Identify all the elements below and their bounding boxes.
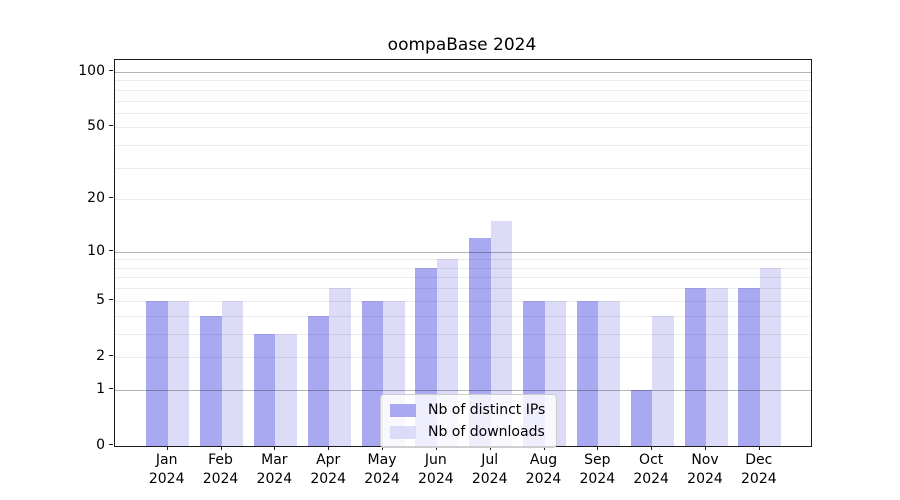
y-tick-label-2: 2 xyxy=(96,347,105,364)
x-tick-mark-dec xyxy=(758,446,760,450)
bar-nov-distinct-ips xyxy=(684,288,706,446)
x-tick-mark-may xyxy=(382,446,384,450)
bar-jan-downloads xyxy=(167,300,190,446)
x-tick-label-oct: Oct 2024 xyxy=(633,452,669,487)
x-tick-label-jan: Jan 2024 xyxy=(148,452,185,487)
legend-entry-distinct-ips: Nb of distinct IPs xyxy=(390,401,545,419)
x-tick-label-dec: Dec 2024 xyxy=(741,452,777,487)
bar-dec-downloads xyxy=(759,267,782,446)
x-tick-label-apr: Apr 2024 xyxy=(310,452,346,487)
gridline-y-10 xyxy=(115,251,811,253)
legend-swatch-downloads xyxy=(390,425,416,439)
bar-apr-downloads xyxy=(329,288,351,446)
bar-apr-distinct-ips xyxy=(307,315,330,446)
x-tick-mark-oct xyxy=(651,446,653,450)
bar-feb-distinct-ips xyxy=(200,315,222,446)
legend-label-distinct-ips: Nb of distinct IPs xyxy=(428,402,546,418)
x-tick-mark-feb xyxy=(220,446,222,450)
x-tick-mark-apr xyxy=(328,446,330,450)
y-tick-mark-5 xyxy=(109,298,113,300)
y-tick-label-20: 20 xyxy=(87,190,105,207)
gridline-y-100 xyxy=(115,72,811,73)
x-tick-label-mar: Mar 2024 xyxy=(256,452,293,487)
gridline-y-80 xyxy=(115,89,811,91)
x-tick-label-nov: Nov 2024 xyxy=(687,452,723,487)
bar-jan-distinct-ips xyxy=(146,300,168,446)
chart-title: oompaBase 2024 xyxy=(387,35,537,55)
gridline-y-50 xyxy=(115,127,811,129)
gridline-y-8 xyxy=(115,267,811,269)
x-tick-label-feb: Feb 2024 xyxy=(202,452,239,487)
legend-entry-downloads: Nb of downloads xyxy=(390,423,545,441)
y-tick-label-100: 100 xyxy=(78,63,105,79)
gridline-y-70 xyxy=(115,100,811,102)
y-tick-mark-10 xyxy=(109,249,113,251)
y-tick-label-0: 0 xyxy=(96,437,105,453)
plot-area: Nb of distinct IPs Nb of downloads xyxy=(114,59,812,448)
gridline-y-7 xyxy=(115,277,811,279)
bar-feb-downloads xyxy=(221,300,244,446)
y-tick-label-50: 50 xyxy=(87,118,105,135)
bar-sep-downloads xyxy=(598,300,620,446)
x-tick-label-sep: Sep 2024 xyxy=(579,452,616,487)
x-tick-mark-mar xyxy=(274,446,276,450)
x-tick-mark-aug xyxy=(543,446,545,450)
bar-jul-downloads xyxy=(490,221,513,446)
gridline-y-30 xyxy=(115,167,811,169)
gridline-y-9 xyxy=(115,259,811,261)
gridline-y-20 xyxy=(115,199,811,201)
x-tick-label-aug: Aug 2024 xyxy=(525,452,562,487)
legend-swatch-distinct-ips xyxy=(390,403,416,417)
y-tick-label-1: 1 xyxy=(96,380,105,397)
y-tick-label-5: 5 xyxy=(96,291,105,308)
x-tick-mark-sep xyxy=(597,446,599,450)
x-tick-mark-jan xyxy=(166,446,168,450)
bar-nov-downloads xyxy=(706,288,728,446)
gridline-y-90 xyxy=(115,80,811,82)
bar-oct-downloads xyxy=(652,315,674,446)
bar-mar-downloads xyxy=(275,333,297,446)
y-tick-mark-50 xyxy=(109,125,113,127)
y-tick-mark-0 xyxy=(109,444,113,445)
bar-sep-distinct-ips xyxy=(576,300,599,446)
gridline-y-60 xyxy=(115,112,811,114)
x-tick-mark-jul xyxy=(489,446,491,450)
bar-may-distinct-ips xyxy=(361,300,384,446)
bar-dec-distinct-ips xyxy=(738,288,760,446)
x-tick-label-jun: Jun 2024 xyxy=(418,452,454,487)
x-tick-mark-nov xyxy=(705,446,706,450)
gridline-y-40 xyxy=(115,145,811,147)
legend-label-downloads: Nb of downloads xyxy=(428,424,545,440)
y-tick-mark-20 xyxy=(109,197,113,199)
y-tick-label-10: 10 xyxy=(87,242,105,259)
y-tick-mark-100 xyxy=(109,70,113,71)
x-tick-label-may: May 2024 xyxy=(364,452,400,487)
y-tick-mark-1 xyxy=(109,387,113,389)
y-tick-mark-2 xyxy=(109,354,113,356)
x-tick-mark-jun xyxy=(435,446,437,450)
legend: Nb of distinct IPs Nb of downloads xyxy=(380,394,558,448)
bar-mar-distinct-ips xyxy=(253,333,276,446)
bar-oct-distinct-ips xyxy=(630,389,653,446)
x-tick-label-jul: Jul 2024 xyxy=(471,452,508,487)
